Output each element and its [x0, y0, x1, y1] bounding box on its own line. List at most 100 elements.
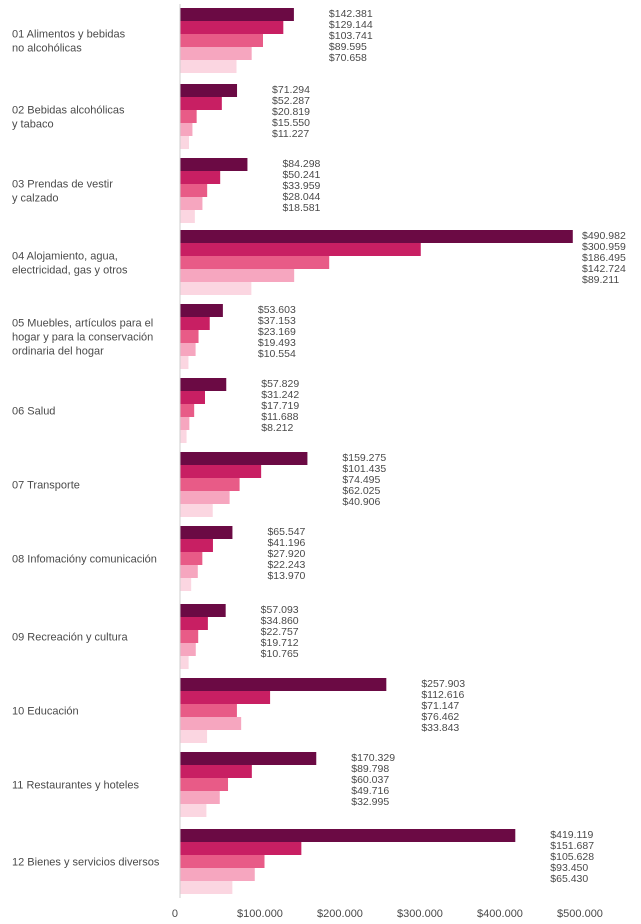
bar: [180, 717, 242, 730]
bar: [180, 752, 317, 765]
category-label: 12 Bienes y servicios diversos: [12, 857, 160, 869]
bar: [180, 604, 226, 617]
bar: [180, 84, 238, 97]
x-tick-label: $400.000: [477, 908, 523, 920]
bar: [180, 730, 208, 743]
bar: [180, 678, 387, 691]
bar: [180, 282, 252, 295]
category-group: [180, 158, 248, 223]
value-label: $34.860: [261, 615, 299, 627]
x-tick-label: $100.000: [237, 908, 283, 920]
value-label: $62.025: [342, 485, 380, 497]
bar: [180, 491, 230, 504]
category-label: electricidad, gas y otros: [12, 265, 128, 277]
value-label: $65.430: [550, 873, 588, 885]
bar: [180, 391, 205, 404]
category-group: [180, 304, 223, 369]
bar: [180, 855, 265, 868]
value-label: $33.843: [421, 722, 459, 734]
value-label: $11.688: [261, 411, 298, 423]
value-label: $57.093: [261, 604, 299, 616]
value-label: $50.241: [282, 169, 320, 181]
bar: [180, 842, 302, 855]
value-label: $300.959: [582, 241, 626, 253]
value-label: $15.550: [272, 117, 310, 129]
category-label: y tabaco: [12, 119, 54, 131]
bar: [180, 60, 237, 73]
value-label: $10.765: [261, 648, 299, 660]
value-label: $84.298: [282, 158, 320, 170]
bar: [180, 47, 252, 60]
bar: [180, 643, 196, 656]
bar: [180, 404, 195, 417]
bar: [180, 97, 222, 110]
category-group: [180, 829, 516, 894]
value-label: $419.119: [550, 829, 593, 841]
bar: [180, 210, 195, 223]
value-label: $71.294: [272, 84, 310, 96]
bars-layer: [180, 8, 573, 894]
value-label: $93.450: [550, 862, 588, 874]
x-tick-label: $300.000: [397, 908, 443, 920]
bar: [180, 765, 252, 778]
bar: [180, 630, 199, 643]
bar: [180, 539, 213, 552]
x-tick-label: $200.000: [317, 908, 363, 920]
value-label: $105.628: [550, 851, 594, 863]
bar: [180, 110, 197, 123]
value-label: $37.153: [258, 315, 296, 327]
value-label: $10.554: [258, 348, 296, 360]
value-label: $57.829: [261, 378, 299, 390]
bar: [180, 317, 210, 330]
category-group: [180, 230, 573, 295]
value-label: $60.037: [351, 774, 389, 786]
bar: [180, 378, 227, 391]
value-label: $129.144: [329, 19, 373, 31]
value-label: $18.581: [282, 202, 320, 214]
bar: [180, 417, 190, 430]
value-label: $142.724: [582, 263, 626, 275]
category-group: [180, 604, 226, 669]
value-label: $142.381: [329, 8, 373, 20]
bar: [180, 804, 207, 817]
bar: [180, 552, 203, 565]
bar: [180, 504, 213, 517]
bar: [180, 34, 263, 47]
bar: [180, 452, 308, 465]
value-label: $186.495: [582, 252, 626, 264]
value-label: $53.603: [258, 304, 296, 316]
value-label: $76.462: [421, 711, 459, 723]
value-label: $151.687: [550, 840, 594, 852]
category-label: no alcohólicas: [12, 43, 82, 55]
category-label: 10 Educación: [12, 706, 79, 718]
category-label: ordinaria del hogar: [12, 346, 104, 358]
value-label: $490.982: [582, 230, 626, 242]
bar: [180, 829, 516, 842]
value-label: $112.616: [421, 689, 464, 701]
bar: [180, 704, 237, 717]
bar: [180, 243, 421, 256]
value-label: $89.595: [329, 41, 367, 53]
value-label: $22.757: [261, 626, 299, 638]
value-label: $74.495: [342, 474, 380, 486]
bar: [180, 430, 187, 443]
category-group: [180, 8, 294, 73]
value-label: $19.493: [258, 337, 296, 349]
bar: [180, 881, 233, 894]
value-label: $65.547: [267, 526, 305, 538]
bar: [180, 578, 192, 591]
value-label: $13.970: [267, 570, 305, 582]
value-label: $32.995: [351, 796, 389, 808]
bar: [180, 656, 189, 669]
category-group: [180, 752, 317, 817]
category-group: [180, 378, 227, 443]
category-label: 03 Prendas de vestir: [12, 179, 113, 191]
category-label: y calzado: [12, 193, 58, 205]
bar: [180, 158, 248, 171]
value-label: $17.719: [261, 400, 299, 412]
value-label: $71.147: [421, 700, 459, 712]
value-label: $41.196: [267, 537, 305, 549]
category-label: 06 Salud: [12, 406, 55, 418]
category-group: [180, 84, 238, 149]
